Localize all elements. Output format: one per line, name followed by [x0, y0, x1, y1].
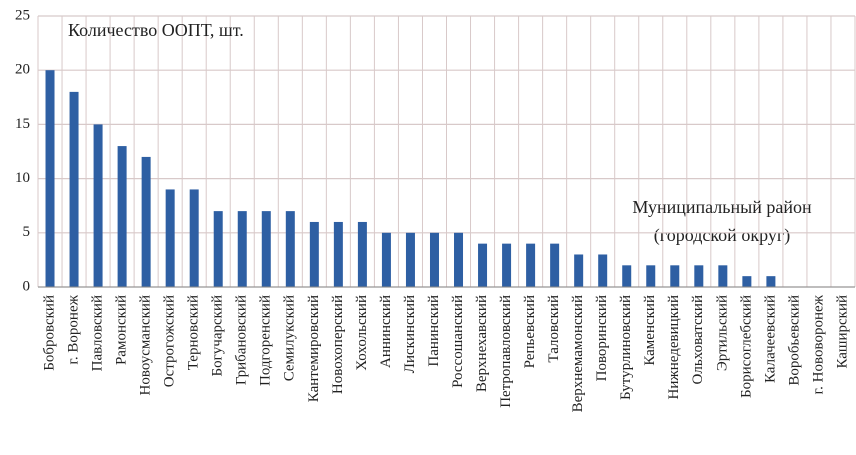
bar — [69, 91, 79, 287]
x-tick-label: Павловский — [90, 295, 106, 371]
x-tick-label: Новоусманский — [138, 295, 154, 395]
bar — [45, 70, 55, 287]
bar — [766, 276, 776, 287]
x-tick-label: Ольховатский — [690, 295, 706, 384]
x-tick-label: Петропавловский — [498, 295, 514, 408]
x-tick-label: Богучарский — [210, 295, 226, 376]
bar — [405, 232, 415, 287]
x-tick-label: Аннинский — [378, 295, 394, 368]
bar — [526, 243, 536, 287]
x-tick-label: Рамонский — [114, 295, 130, 365]
x-tick-label: Грибановский — [234, 295, 250, 385]
x-tick-label: Лискинский — [402, 295, 418, 373]
bar — [742, 276, 752, 287]
bar — [117, 146, 127, 287]
x-tick-label: Нижнедевицкий — [666, 295, 682, 399]
bar — [309, 221, 319, 287]
bar — [598, 254, 608, 287]
bar — [454, 232, 464, 287]
x-tick-label: Борисоглебский — [738, 295, 754, 398]
x-tick-label: г. Воронеж — [65, 294, 81, 364]
x-tick-label: Хохольский — [354, 295, 370, 371]
x-tick-label: Новохоперский — [330, 295, 346, 394]
x-tick-label: Подгоренский — [258, 295, 274, 386]
x-annotation: (городской округ) — [654, 225, 790, 246]
y-tick-label: 0 — [23, 278, 31, 294]
bar — [165, 189, 175, 287]
y-tick-label: 20 — [15, 62, 30, 78]
bar — [213, 211, 223, 287]
bar — [429, 232, 439, 287]
y-tick-label: 25 — [15, 7, 30, 23]
bar — [574, 254, 584, 287]
y-annotation: Количество ООПТ, шт. — [68, 20, 244, 40]
bar — [93, 124, 103, 288]
x-tick-label: Панинский — [426, 295, 442, 367]
x-tick-label: Россошанский — [450, 295, 466, 388]
x-tick-label: Верхнемамонский — [570, 295, 586, 412]
x-tick-label: Бутурлиновский — [618, 295, 634, 400]
x-tick-label: Таловский — [546, 295, 562, 363]
x-tick-label: Каширский — [834, 295, 850, 369]
bar — [381, 232, 391, 287]
x-tick-label: Калачеевский — [762, 295, 778, 383]
y-tick-label: 5 — [23, 224, 31, 240]
bar — [550, 243, 560, 287]
x-tick-label: Воробьевский — [786, 295, 802, 386]
x-tick-label: г. Нововоронеж — [810, 294, 826, 394]
bar — [357, 221, 367, 287]
bar — [622, 265, 632, 287]
bar — [189, 189, 199, 287]
x-tick-label: Кантемировский — [306, 295, 322, 402]
x-tick-label: Терновский — [186, 295, 202, 370]
x-tick-label: Верхнехавский — [474, 295, 490, 392]
y-tick-label: 15 — [15, 116, 30, 132]
x-annotation: Муниципальный район — [632, 197, 812, 217]
bar — [478, 243, 488, 287]
bar — [646, 265, 656, 287]
x-tick-label: Эртильский — [714, 295, 730, 371]
bar — [237, 211, 247, 287]
y-tick-label: 10 — [15, 170, 30, 186]
x-tick-label: Поворинский — [594, 295, 610, 381]
x-tick-label: Репьевский — [522, 295, 538, 368]
bar — [502, 243, 512, 287]
bar — [261, 211, 271, 287]
bar — [141, 156, 151, 287]
bar — [670, 265, 680, 287]
bar — [718, 265, 728, 287]
bar — [285, 211, 295, 287]
bar — [333, 221, 343, 287]
x-tick-label: Бобровский — [41, 295, 57, 371]
x-tick-label: Семилукский — [282, 295, 298, 381]
x-tick-label: Острогожский — [162, 295, 178, 387]
x-tick-label: Каменский — [642, 295, 658, 366]
bar — [694, 265, 704, 287]
